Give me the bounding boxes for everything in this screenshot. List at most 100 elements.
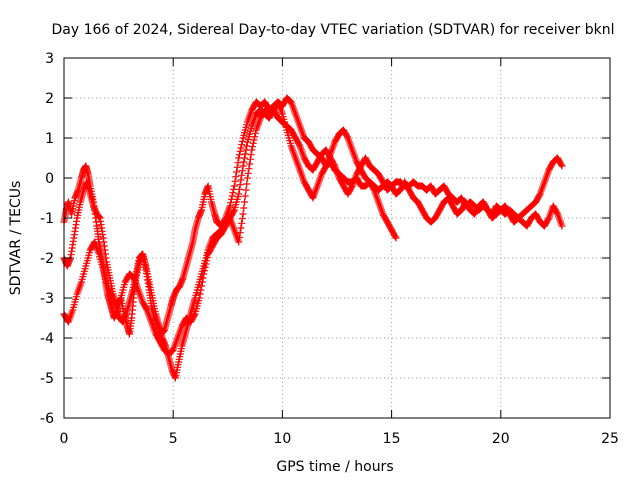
data-points: [60, 94, 566, 382]
x-tick-label: 0: [60, 431, 69, 447]
y-tick-label: -6: [40, 411, 54, 427]
data-point-fill: [198, 278, 206, 286]
data-point: [230, 182, 238, 190]
data-point: [248, 146, 256, 154]
data-point-fill: [241, 154, 249, 162]
data-point-fill: [369, 185, 377, 193]
data-point-fill: [198, 282, 206, 290]
data-point-fill: [199, 274, 207, 282]
data-point-fill: [343, 133, 351, 141]
data-point-fill: [237, 176, 245, 184]
data-point-fill: [348, 183, 356, 191]
x-tick-label: 15: [383, 431, 401, 447]
y-tick-label: -5: [40, 371, 54, 387]
data-point-fill: [234, 159, 242, 167]
data-point-fill: [235, 151, 243, 159]
data-point-fill: [238, 171, 246, 179]
data-point-fill: [249, 143, 257, 151]
data-point-fill: [241, 150, 249, 158]
data-point-fill: [116, 295, 124, 303]
series-track-c: [60, 106, 566, 358]
data-point-fill: [232, 173, 240, 181]
data-point-fill: [238, 137, 246, 145]
data-point-fill: [228, 192, 236, 200]
data-point-fill: [240, 158, 248, 166]
data-point: [226, 202, 234, 210]
data-point-fill: [245, 165, 253, 173]
data-point-fill: [238, 167, 246, 175]
data-point-fill: [330, 161, 338, 169]
data-point-fill: [237, 224, 245, 232]
data-point-fill: [233, 168, 241, 176]
data-point-fill: [235, 185, 243, 193]
data-point-fill: [197, 286, 205, 294]
data-point: [235, 238, 243, 246]
y-tick-label: 0: [45, 171, 54, 187]
data-point: [558, 162, 566, 170]
x-axis-label: GPS time / hours: [276, 459, 393, 475]
x-tick-label: 10: [273, 431, 291, 447]
data-point: [239, 210, 247, 218]
data-point-fill: [230, 207, 238, 215]
data-point-fill: [243, 180, 251, 188]
data-point-fill: [236, 229, 244, 237]
y-axis-label: SDTVAR / TECUs: [8, 181, 24, 296]
x-ticks: 0 5 10 15 20 25: [60, 58, 619, 447]
data-point-fill: [227, 199, 235, 207]
data-point-fill: [535, 191, 543, 199]
data-point-fill: [229, 189, 237, 197]
x-tick-label: 5: [169, 431, 178, 447]
data-point-fill: [247, 151, 255, 159]
data-point: [392, 234, 400, 242]
data-point-fill: [250, 136, 258, 144]
data-point-fill: [238, 215, 246, 223]
data-point-fill: [246, 155, 254, 163]
y-tick-label: 3: [45, 51, 54, 67]
data-point-fill: [196, 290, 204, 298]
y-tick-label: -4: [40, 331, 54, 347]
grid-lines: [64, 58, 610, 418]
data-point-fill: [201, 263, 209, 271]
data-point-fill: [142, 305, 150, 313]
chart-title: Day 166 of 2024, Sidereal Day-to-day VTE…: [52, 22, 615, 38]
data-point: [235, 190, 243, 198]
data-point-fill: [190, 311, 198, 319]
data-point-fill: [236, 181, 244, 189]
data-point: [195, 294, 203, 302]
data-point: [239, 162, 247, 170]
data-point-fill: [238, 141, 246, 149]
y-ticks: -6 -5 -4 -3 -2 -1 0 1 2 3: [40, 51, 610, 427]
data-point-fill: [544, 215, 552, 223]
data-point-fill: [203, 253, 211, 261]
data-point-fill: [240, 204, 248, 212]
data-point-fill: [251, 129, 259, 137]
data-point-fill: [391, 233, 399, 241]
data-point-fill: [202, 260, 210, 268]
plot-frame: [63, 57, 611, 419]
data-point-fill: [237, 144, 245, 152]
y-tick-label: -3: [40, 291, 54, 307]
data-point-fill: [244, 169, 252, 177]
y-tick-label: 2: [45, 91, 54, 107]
data-point-fill: [242, 186, 250, 194]
data-point-fill: [241, 192, 249, 200]
data-point-fill: [233, 163, 241, 171]
data-point-fill: [251, 133, 259, 141]
data-point: [200, 270, 208, 278]
series-track-b: [60, 98, 400, 382]
data-point-fill: [295, 141, 303, 149]
data-point-fill: [321, 163, 329, 171]
data-point-fill: [236, 147, 244, 155]
data-point-fill: [241, 198, 249, 206]
data-point-fill: [243, 142, 251, 150]
data-point-fill: [238, 219, 246, 227]
data-point-fill: [235, 233, 243, 241]
x-tick-label: 25: [601, 431, 619, 447]
x-tick-label: 20: [492, 431, 510, 447]
data-point-fill: [557, 161, 565, 169]
data-point: [558, 222, 566, 230]
data-point-fill: [203, 257, 211, 265]
data-point-fill: [201, 267, 209, 275]
